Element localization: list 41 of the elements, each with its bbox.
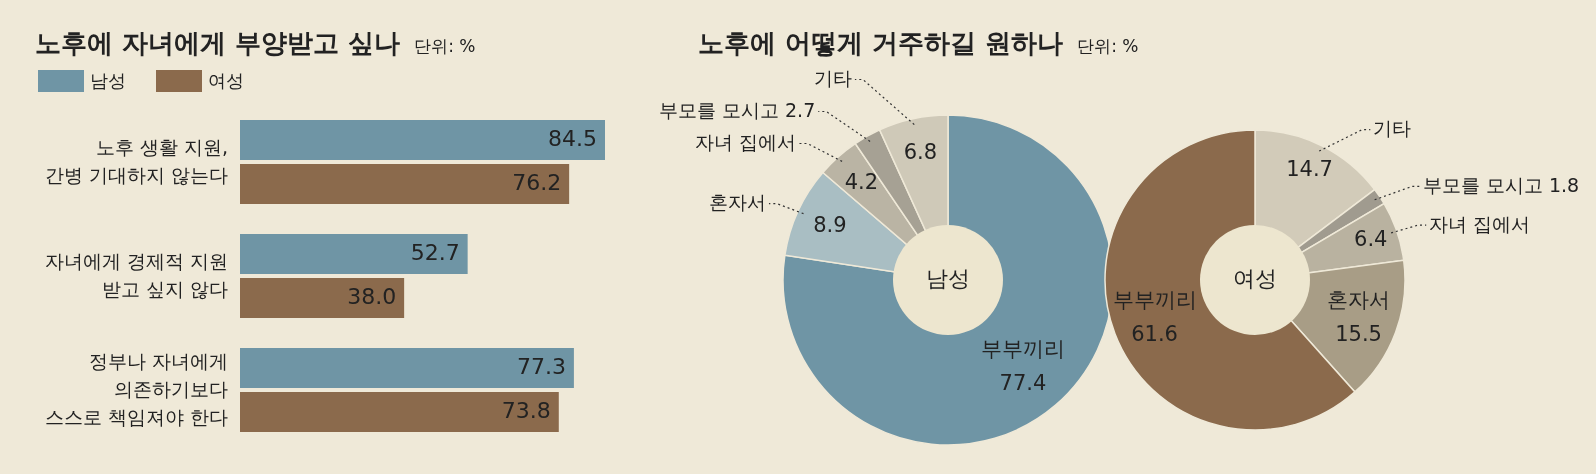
slice-label: 혼자서 (1327, 288, 1391, 313)
data-label: 6.8 (903, 139, 938, 164)
data-label: 4.2 (844, 170, 879, 195)
slice-label: 부부끼리 (1112, 288, 1197, 313)
data-label: 84.5 (548, 126, 597, 151)
chart-subtitle: 단위: % (1077, 36, 1139, 56)
slice-label: 자녀 집에서 (695, 130, 797, 153)
data-label: 6.4 (1354, 226, 1388, 251)
bar (240, 234, 468, 274)
data-label: 52.7 (410, 240, 460, 265)
chart-subtitle: 단위: % (414, 36, 476, 56)
legend-label: 여성 (208, 70, 244, 91)
text: 남성 (926, 266, 970, 291)
bar (240, 278, 405, 318)
slice-label: 부모를 모시고 1.8 (1422, 173, 1580, 196)
data-label: 73.8 (501, 398, 551, 423)
data-label: 15.5 (1335, 322, 1382, 347)
text: 여성 (1233, 266, 1277, 291)
data-label: 77.4 (999, 371, 1047, 396)
legend-label: 남성 (90, 70, 126, 91)
y-tick-label: 자녀에게 경제적 지원 받고 싶지 않다 (44, 249, 228, 300)
data-label: 76.2 (512, 170, 562, 195)
slice-label: 부부끼리 (980, 337, 1065, 362)
bar (240, 348, 574, 388)
data-label: 77.3 (516, 354, 566, 379)
slice-label: 기타 (813, 66, 852, 89)
slice-label: 부모를 모시고 2.7 (658, 98, 816, 121)
chart-title: 노후에 어떻게 거주하길 원하나 (698, 28, 1064, 58)
data-label: 14.7 (1286, 157, 1333, 182)
bar (240, 164, 570, 204)
bar (240, 120, 605, 160)
chart-title: 노후에 자녀에게 부양받고 싶나 (35, 28, 401, 58)
bar (240, 392, 559, 432)
data-label: 38.0 (347, 284, 397, 309)
slice-label: 기타 (1373, 117, 1412, 140)
y-tick-label: 노후 생활 지원, 간병 기대하지 않는다 (44, 135, 228, 186)
y-tick-label: 정부나 자녀에게 의존하기보다 스스로 책임져야 한다 (44, 349, 228, 428)
data-label: 61.6 (1131, 322, 1178, 347)
slice-label: 자녀 집에서 (1429, 212, 1531, 235)
data-label: 8.9 (813, 212, 847, 237)
slice-label: 혼자서 (708, 191, 766, 214)
